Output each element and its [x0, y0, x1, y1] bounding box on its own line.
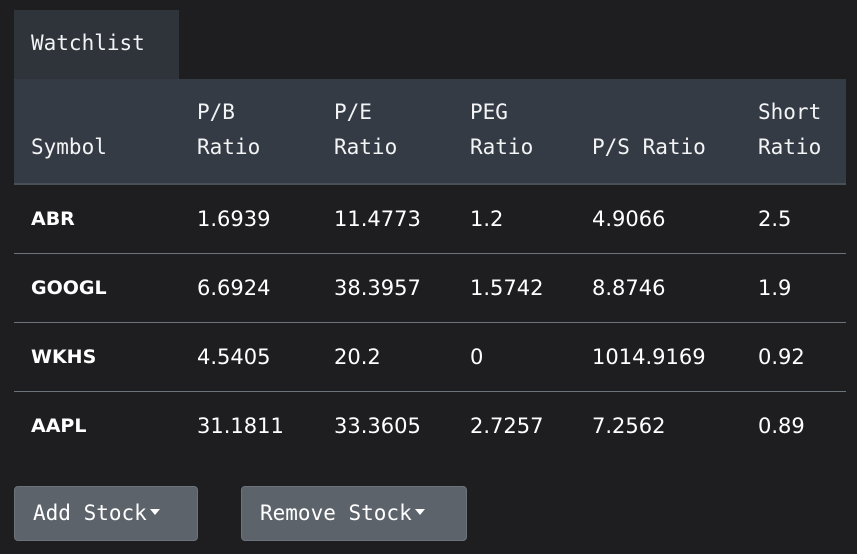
table-row[interactable]: WKHS 4.5405 20.2 0 1014.9169 0.92 [14, 322, 846, 391]
cell-peg-ratio: 1.2 [470, 206, 504, 231]
cell-ps-ratio: 4.9066 [592, 206, 666, 231]
header-line1: Short [758, 100, 822, 124]
cell-pe-ratio: 38.3957 [334, 275, 421, 300]
cell-pe-ratio: 11.4773 [334, 206, 421, 231]
header-line2: Ratio [197, 135, 261, 159]
cell-pb-ratio: 4.5405 [197, 344, 271, 369]
cell-ps-ratio: 1014.9169 [592, 344, 706, 369]
cell-symbol: ABR [31, 207, 75, 230]
cell-symbol: AAPL [31, 414, 87, 437]
table-header-row: Symbol P/B Ratio P/E Ratio PEG Ratio P/S… [14, 79, 846, 184]
column-header-pb-ratio[interactable]: P/B Ratio [197, 79, 334, 184]
caret-down-icon [414, 509, 425, 515]
remove-stock-button[interactable]: Remove Stock [241, 486, 467, 541]
header-line1: P/E [334, 100, 372, 124]
cell-peg-ratio: 0 [470, 344, 484, 369]
tab-watchlist-label: Watchlist [31, 31, 145, 55]
cell-peg-ratio: 1.5742 [470, 275, 544, 300]
cell-pb-ratio: 31.1811 [197, 413, 284, 438]
cell-short-ratio: 1.9 [758, 275, 792, 300]
column-header-ps-ratio[interactable]: P/S Ratio [592, 79, 758, 184]
caret-down-icon [149, 509, 160, 515]
remove-stock-label: Remove Stock [260, 501, 412, 525]
cell-ps-ratio: 8.8746 [592, 275, 666, 300]
add-stock-button[interactable]: Add Stock [14, 486, 198, 541]
cell-short-ratio: 2.5 [758, 206, 792, 231]
cell-pb-ratio: 1.6939 [197, 206, 271, 231]
cell-short-ratio: 0.92 [758, 344, 805, 369]
watchlist-table-container: Symbol P/B Ratio P/E Ratio PEG Ratio P/S… [14, 79, 846, 460]
column-header-peg-ratio[interactable]: PEG Ratio [470, 79, 592, 184]
cell-short-ratio: 0.89 [758, 413, 805, 438]
cell-symbol: GOOGL [31, 276, 107, 299]
table-row[interactable]: GOOGL 6.6924 38.3957 1.5742 8.8746 1.9 [14, 253, 846, 322]
header-line2: Ratio [470, 135, 534, 159]
header-line1: P/B [197, 100, 235, 124]
cell-symbol: WKHS [31, 345, 97, 368]
tab-watchlist[interactable]: Watchlist [14, 10, 179, 79]
watchlist-table: Symbol P/B Ratio P/E Ratio PEG Ratio P/S… [14, 79, 846, 460]
cell-pb-ratio: 6.6924 [197, 275, 271, 300]
table-row[interactable]: AAPL 31.1811 33.3605 2.7257 7.2562 0.89 [14, 391, 846, 460]
column-header-pe-ratio[interactable]: P/E Ratio [334, 79, 470, 184]
header-line2: Ratio [758, 135, 822, 159]
cell-ps-ratio: 7.2562 [592, 413, 666, 438]
table-row[interactable]: ABR 1.6939 11.4773 1.2 4.9066 2.5 [14, 184, 846, 253]
column-header-symbol[interactable]: Symbol [14, 79, 197, 184]
cell-pe-ratio: 20.2 [334, 344, 381, 369]
header-line2: Ratio [334, 135, 398, 159]
header-line2: Symbol [31, 135, 107, 159]
header-line1: PEG [470, 100, 508, 124]
column-header-short-ratio[interactable]: Short Ratio [758, 79, 846, 184]
add-stock-label: Add Stock [33, 501, 147, 525]
cell-pe-ratio: 33.3605 [334, 413, 421, 438]
header-line2: P/S Ratio [592, 135, 706, 159]
cell-peg-ratio: 2.7257 [470, 413, 544, 438]
